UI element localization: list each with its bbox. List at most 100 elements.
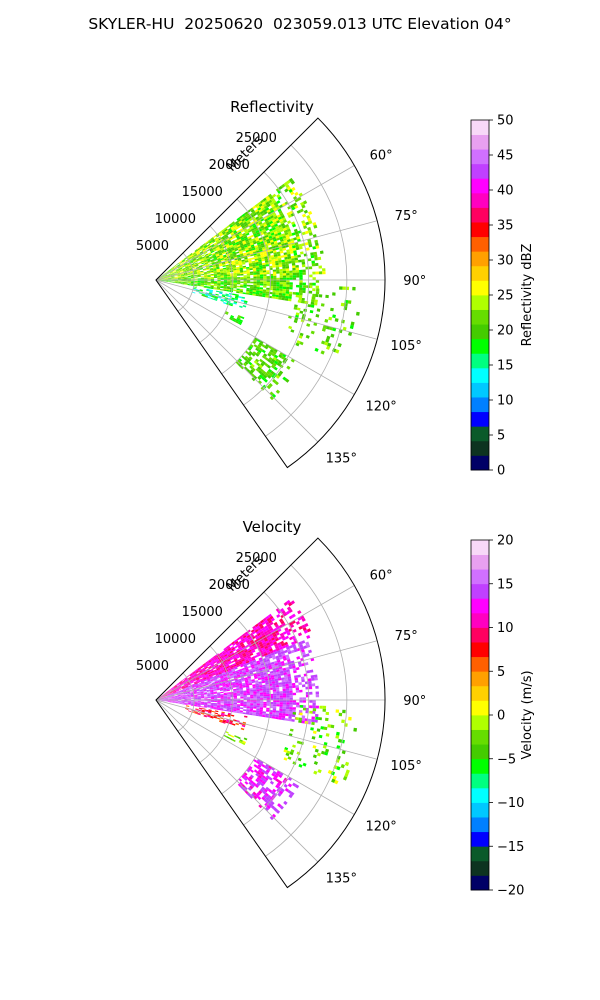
echo-cell: [177, 697, 182, 699]
echo-cell: [239, 648, 244, 652]
echo-cell: [266, 364, 271, 369]
echo-cell: [244, 300, 248, 303]
echo-cell: [178, 686, 182, 689]
echo-cell: [164, 277, 168, 279]
echo-cell: [273, 693, 277, 696]
echo-cell: [195, 686, 200, 689]
echo-cell: [249, 286, 254, 289]
echo-cell: [201, 709, 206, 712]
echo-cell: [239, 684, 243, 687]
echo-cell: [230, 714, 235, 717]
echo-cell: [232, 671, 236, 674]
echo-cell: [253, 661, 257, 665]
echo-cell: [192, 291, 196, 294]
echo-cell: [241, 296, 245, 299]
echo-cell: [279, 708, 283, 712]
echo-cell: [174, 697, 178, 699]
echo-cell: [318, 734, 323, 739]
echo-cell: [266, 280, 270, 282]
echo-cell: [237, 257, 241, 260]
echo-cell: [186, 705, 190, 707]
echo-cell: [285, 289, 290, 292]
echo-cell: [286, 659, 291, 663]
echo-cell: [217, 693, 221, 695]
echo-cell: [206, 256, 210, 259]
echo-cell: [171, 277, 175, 279]
echo-cell: [278, 204, 284, 209]
echo-cell: [226, 705, 231, 707]
range-ring: [221, 198, 271, 375]
echo-cell: [191, 702, 195, 704]
echo-cell: [184, 697, 188, 699]
echo-cell: [226, 270, 231, 273]
echo-cell: [222, 684, 226, 686]
echo-cell: [261, 207, 266, 211]
echo-cell: [177, 696, 182, 698]
echo-cell: [253, 226, 258, 230]
echo-cell: [229, 664, 234, 667]
echo-cell: [280, 788, 285, 793]
echo-cell: [197, 701, 201, 703]
echo-cell: [226, 736, 230, 739]
echo-cell: [272, 710, 276, 713]
echo-cell: [293, 670, 297, 674]
echo-cell: [193, 690, 197, 692]
echo-cell: [312, 293, 316, 297]
echo-cell: [294, 205, 299, 209]
colorbar-tick-label: 10: [497, 621, 514, 636]
echo-cell: [193, 681, 198, 683]
echo-cell: [264, 632, 269, 637]
echo-cell: [225, 236, 229, 240]
echo-cell: [224, 714, 228, 717]
echo-cell: [202, 663, 206, 666]
echo-cell: [192, 265, 196, 268]
echo-cell: [202, 676, 206, 679]
echo-cell: [214, 281, 218, 283]
echo-cell: [296, 340, 301, 344]
echo-cell: [279, 212, 284, 217]
echo-cell: [335, 735, 340, 739]
echo-cell: [253, 694, 257, 697]
echo-cell: [177, 283, 181, 284]
echo-cell: [210, 678, 214, 681]
echo-cell: [217, 249, 222, 253]
echo-cell: [215, 658, 219, 662]
echo-cell: [221, 235, 225, 239]
echo-cell: [232, 672, 237, 675]
echo-cell: [180, 274, 185, 276]
echo-cell: [203, 692, 208, 695]
echo-cell: [201, 683, 205, 686]
echo-cell: [255, 666, 259, 670]
echo-cell: [273, 641, 278, 645]
echo-cell: [276, 657, 280, 661]
echo-cell: [278, 644, 282, 648]
echo-cell: [200, 697, 205, 699]
echo-cell: [267, 358, 272, 363]
azimuth-tick-label: 120°: [365, 819, 396, 834]
echo-cell: [252, 351, 257, 355]
echo-cell: [164, 281, 168, 282]
echo-cell: [269, 627, 274, 632]
echo-cell: [322, 268, 326, 272]
echo-cell: [219, 666, 223, 669]
echo-cell: [210, 695, 214, 698]
echo-cell: [342, 326, 347, 331]
echo-cell: [203, 286, 207, 289]
colorbar-swatch: [471, 222, 489, 238]
echo-cell: [220, 282, 224, 284]
echo-cell: [236, 655, 240, 659]
echo-cell: [275, 260, 279, 264]
echo-cell: [188, 265, 192, 268]
echo-cell: [247, 777, 252, 782]
echo-cell: [227, 248, 232, 251]
echo-cell: [286, 750, 291, 754]
echo-cell: [331, 778, 336, 783]
echo-cell: [239, 290, 243, 293]
echo-cell: [250, 648, 255, 652]
echo-cell: [259, 692, 264, 695]
echo-cell: [262, 641, 267, 646]
echo-cell: [277, 372, 282, 377]
echo-cell: [182, 688, 186, 691]
echo-cell: [199, 289, 203, 291]
